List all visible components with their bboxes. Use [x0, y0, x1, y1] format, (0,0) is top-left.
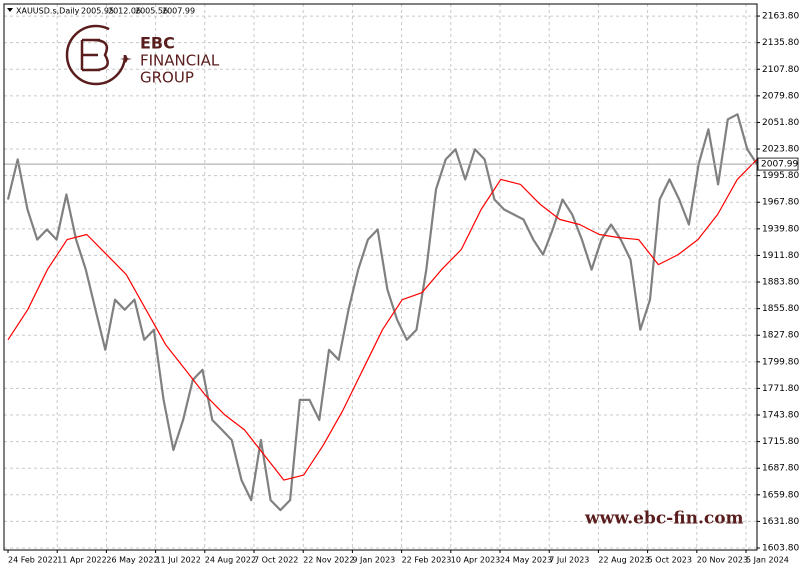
logo-star — [120, 55, 132, 63]
y-tick-label: 1855.80 — [762, 304, 799, 314]
x-tick-label: 10 Apr 2023 — [451, 556, 500, 565]
y-tick-label: 1631.80 — [762, 517, 799, 527]
logo-line1: EBC — [140, 34, 175, 53]
price-line — [6, 113, 758, 512]
plot — [4, 113, 758, 512]
x-tick-label: 22 Aug 2023 — [598, 556, 649, 565]
y-tick-label: 2079.80 — [762, 91, 799, 101]
quote-close: 2007.99 — [162, 7, 195, 16]
logo-mark — [80, 38, 109, 72]
y-tick-label: 1967.80 — [762, 198, 799, 208]
y-tick-label: 2051.80 — [762, 118, 799, 128]
y-tick-label: 1603.80 — [762, 544, 799, 554]
header-icon — [7, 8, 13, 12]
header: XAUUSD.s,Daily 2005.95 2012.06 2005.56 2… — [7, 7, 195, 16]
x-tick-label: 20 Nov 2023 — [697, 556, 748, 565]
logo-ring — [65, 24, 127, 86]
x-tick-label: 22 Feb 2023 — [402, 556, 452, 565]
x-tick-label: 11 Apr 2022 — [57, 556, 106, 565]
y-tick-label: 1771.80 — [762, 384, 799, 394]
x-tick-label: 9 Jan 2023 — [352, 556, 395, 565]
current-price-label: 2007.99 — [761, 160, 798, 170]
x-tick-label: 7 Jul 2023 — [549, 556, 589, 565]
logo-line2: FINANCIAL — [140, 52, 220, 70]
y-tick-label: 2023.80 — [762, 145, 799, 155]
x-tick-label: 7 Oct 2022 — [254, 556, 298, 565]
y-tick-label: 1911.80 — [762, 251, 799, 261]
x-tick-label: 24 Feb 2022 — [8, 556, 58, 565]
x-tick-label: 24 May 2023 — [500, 556, 552, 565]
y-tick-label: 1715.80 — [762, 437, 799, 447]
grid — [4, 4, 757, 550]
logo-line3: GROUP — [140, 69, 194, 87]
y-tick-label: 1687.80 — [762, 464, 799, 474]
y-tick-label: 2107.80 — [762, 65, 799, 75]
y-tick-label: 1883.80 — [762, 278, 799, 288]
x-tick-label: 24 Aug 2022 — [205, 556, 256, 565]
x-tick-label: 26 May 2022 — [106, 556, 158, 565]
y-tick-label: 1743.80 — [762, 411, 799, 421]
plot-frame — [3, 3, 758, 551]
watermark: www.ebc-fin.com — [584, 509, 744, 529]
y-tick-label: 2163.80 — [762, 12, 799, 22]
x-tick-label: 22 Nov 2022 — [303, 556, 354, 565]
y-tick-label: 1659.80 — [762, 490, 799, 500]
y-tick-label: 1799.80 — [762, 357, 799, 367]
quote-open: 2005.95 — [81, 7, 114, 16]
moving-average — [7, 158, 758, 481]
y-tick-label: 2135.80 — [762, 38, 799, 48]
symbol-title: XAUUSD.s,Daily — [16, 7, 80, 16]
current-price-box — [757, 157, 799, 171]
y-tick-label: 1939.80 — [762, 224, 799, 234]
logo: EBC FINANCIAL GROUP — [65, 24, 220, 87]
y-tick-label: 1827.80 — [762, 331, 799, 341]
quote-low: 2005.56 — [135, 7, 168, 16]
x-tick-label: 5 Oct 2023 — [648, 556, 692, 565]
quote-high: 2012.06 — [108, 7, 141, 16]
y-tick-label: 1995.80 — [762, 171, 799, 181]
x-tick-label: 5 Jan 2024 — [746, 556, 789, 565]
x-tick-label: 11 Jul 2022 — [156, 556, 201, 565]
